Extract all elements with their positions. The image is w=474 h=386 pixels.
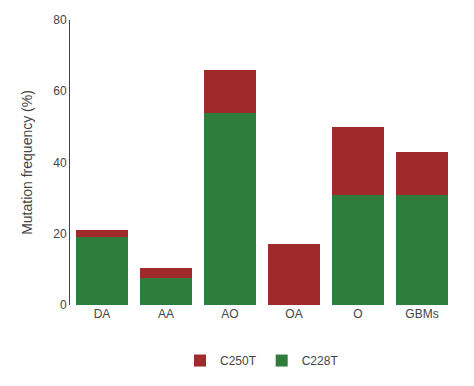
svg-text:60: 60 bbox=[53, 84, 67, 98]
svg-text:AA: AA bbox=[158, 307, 174, 321]
svg-text:AO: AO bbox=[221, 307, 238, 321]
svg-text:20: 20 bbox=[53, 227, 67, 241]
svg-text:OA: OA bbox=[285, 307, 302, 321]
svg-text:C250T: C250T bbox=[220, 354, 257, 368]
svg-text:C228T: C228T bbox=[302, 354, 339, 368]
svg-text:80: 80 bbox=[53, 13, 67, 27]
svg-text:0: 0 bbox=[60, 298, 67, 312]
svg-text:O: O bbox=[353, 307, 362, 321]
svg-text:Mutation frequency (%): Mutation frequency (%) bbox=[19, 90, 35, 235]
svg-text:40: 40 bbox=[53, 156, 67, 170]
svg-text:DA: DA bbox=[94, 307, 111, 321]
svg-text:GBMs: GBMs bbox=[405, 307, 438, 321]
